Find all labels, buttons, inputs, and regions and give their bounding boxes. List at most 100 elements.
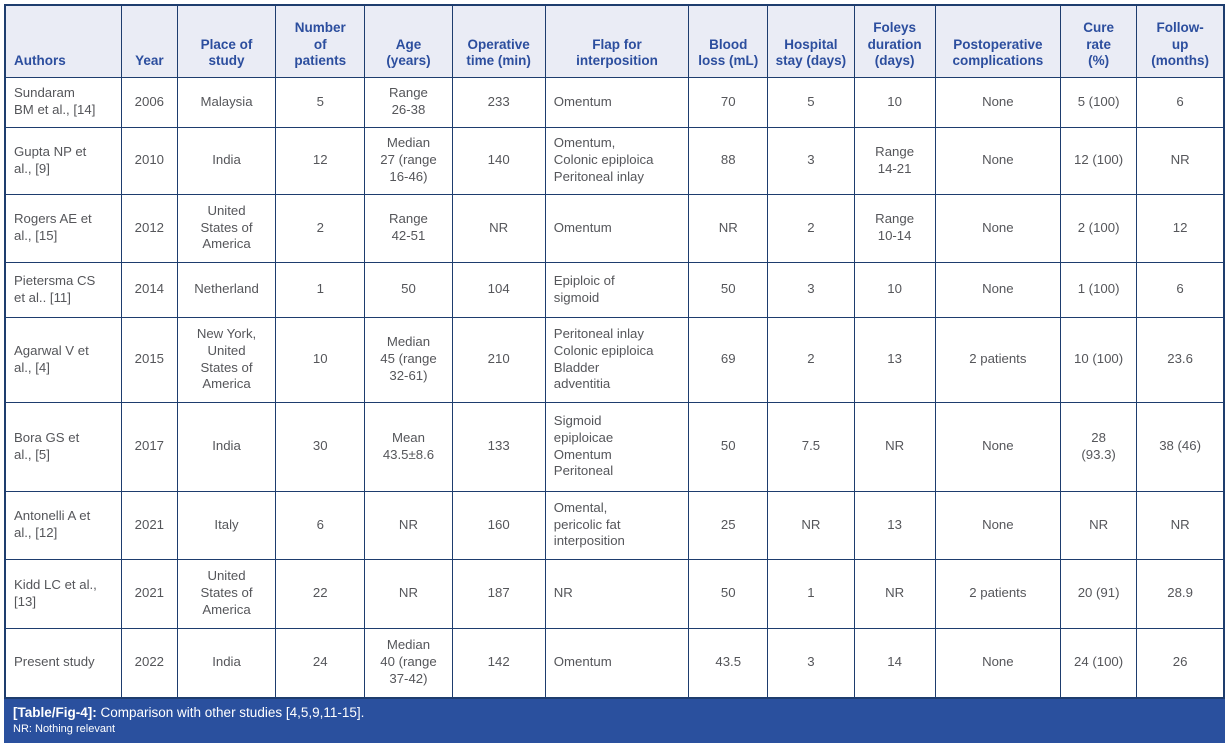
table-cell: 3 [767, 126, 855, 195]
table-row: Gupta NP et al., [9] 2010 India 12 Median 27… [4, 126, 1225, 195]
table-cell: 2022 [120, 627, 178, 699]
table-cell: 6 [1136, 76, 1225, 128]
table-cell: 3 [767, 627, 855, 699]
table-cell: NR [853, 401, 936, 492]
table-cell: 2012 [120, 193, 178, 263]
column-header: Blood loss (mL) [688, 4, 769, 78]
table-cell: 13 [853, 490, 936, 560]
table-cell: Median 40 (range 37-42) [364, 627, 453, 699]
table-cell: India [176, 627, 277, 699]
column-header: Number of patients [275, 4, 366, 78]
table-cell: 2 (100) [1059, 193, 1138, 263]
table-cell: Malaysia [176, 76, 277, 128]
table-cell: Median 45 (range 32-61) [364, 316, 453, 403]
table-cell: 43.5 [688, 627, 769, 699]
table-cell: Range 42-51 [364, 193, 453, 263]
table-row: Kidd LC et al., [13] 2021 United States of… [4, 558, 1225, 629]
table-cell: 140 [451, 126, 546, 195]
table-cell: 28.9 [1136, 558, 1225, 629]
table-cell: Omentum [544, 193, 690, 263]
table-cell: Rogers AE et al., [15] [4, 193, 122, 263]
table-cell: 2015 [120, 316, 178, 403]
table-cell: 187 [451, 558, 546, 629]
table-cell: 12 (100) [1059, 126, 1138, 195]
table-cell: 2010 [120, 126, 178, 195]
table-cell: Netherland [176, 261, 277, 318]
table-cell: 12 [1136, 193, 1225, 263]
table-cell: 2 patients [934, 316, 1062, 403]
table-cell: NR [688, 193, 769, 263]
table-cell: 7.5 [767, 401, 855, 492]
table-row: Pietersma CS et al.. [11] 2014 Netherland 1… [4, 261, 1225, 318]
table-cell: None [934, 401, 1062, 492]
table-cell: 6 [275, 490, 366, 560]
column-header: Place of study [176, 4, 277, 78]
column-header: Operative time (min) [451, 4, 546, 78]
table-cell: Omentum [544, 627, 690, 699]
table-cell: Italy [176, 490, 277, 560]
table-cell: 133 [451, 401, 546, 492]
table-cell: 70 [688, 76, 769, 128]
table-cell: NR [853, 558, 936, 629]
table-cell: 160 [451, 490, 546, 560]
table-cell: 13 [853, 316, 936, 403]
table-cell: Mean 43.5±8.6 [364, 401, 453, 492]
table-cell: 22 [275, 558, 366, 629]
table-cell: Antonelli A et al., [12] [4, 490, 122, 560]
table-row: Present study 2022 India 24 Median 40 (range… [4, 627, 1225, 699]
caption-text: Comparison with other studies [4,5,9,11-… [96, 705, 365, 720]
table-cell: NR [1136, 490, 1225, 560]
table-cell: United States of America [176, 558, 277, 629]
table-cell: 20 (91) [1059, 558, 1138, 629]
table-cell: 5 [767, 76, 855, 128]
table-cell: 104 [451, 261, 546, 318]
table-cell: 23.6 [1136, 316, 1225, 403]
table-cell: 5 [275, 76, 366, 128]
table-cell: 1 [275, 261, 366, 318]
table-cell: NR [364, 558, 453, 629]
table-cell: Sundaram BM et al., [14] [4, 76, 122, 128]
table-cell: Epiploic of sigmoid [544, 261, 690, 318]
table-cell: 24 [275, 627, 366, 699]
table-cell: None [934, 76, 1062, 128]
table-header: Authors Year Place of study Number of patie… [4, 4, 1225, 78]
table-cell: Pietersma CS et al.. [11] [4, 261, 122, 318]
caption-footnote: NR: Nothing relevant [13, 723, 116, 736]
table-cell: NR [1136, 126, 1225, 195]
table-cell: 2014 [120, 261, 178, 318]
table-cell: 233 [451, 76, 546, 128]
table-cell: 50 [688, 261, 769, 318]
table-row: Bora GS et al., [5] 2017 India 30 Mean 43.5±… [4, 401, 1225, 492]
table-cell: None [934, 126, 1062, 195]
table-cell: Range 14-21 [853, 126, 936, 195]
table-cell: 38 (46) [1136, 401, 1225, 492]
table-cell: Median 27 (range 16-46) [364, 126, 453, 195]
table-cell: 10 (100) [1059, 316, 1138, 403]
table-cell: Omental, pericolic fat interposition [544, 490, 690, 560]
table-cell: NR [1059, 490, 1138, 560]
table-cell: 2021 [120, 490, 178, 560]
table-cell: 10 [853, 261, 936, 318]
column-header: Hospital stay (days) [767, 4, 855, 78]
table-cell: 88 [688, 126, 769, 195]
column-header: Follow- up (months) [1136, 4, 1225, 78]
column-header: Age (years) [364, 4, 453, 78]
column-header: Authors [4, 4, 122, 78]
table-cell: 30 [275, 401, 366, 492]
column-header: Flap for interposition [544, 4, 690, 78]
table-cell: Kidd LC et al., [13] [4, 558, 122, 629]
table-caption: [Table/Fig-4]: Comparison with other stu… [13, 704, 1216, 722]
column-header: Year [120, 4, 178, 78]
table-cell: NR [364, 490, 453, 560]
table-cell: NR [767, 490, 855, 560]
table-cell: NR [451, 193, 546, 263]
table-cell: 2 patients [934, 558, 1062, 629]
table-cell: United States of America [176, 193, 277, 263]
table-cell: 2 [767, 193, 855, 263]
table-cell: 50 [688, 401, 769, 492]
table-row: Rogers AE et al., [15] 2012 United States … [4, 193, 1225, 263]
table-cell: 14 [853, 627, 936, 699]
table-cell: 6 [1136, 261, 1225, 318]
table-cell: 2 [275, 193, 366, 263]
